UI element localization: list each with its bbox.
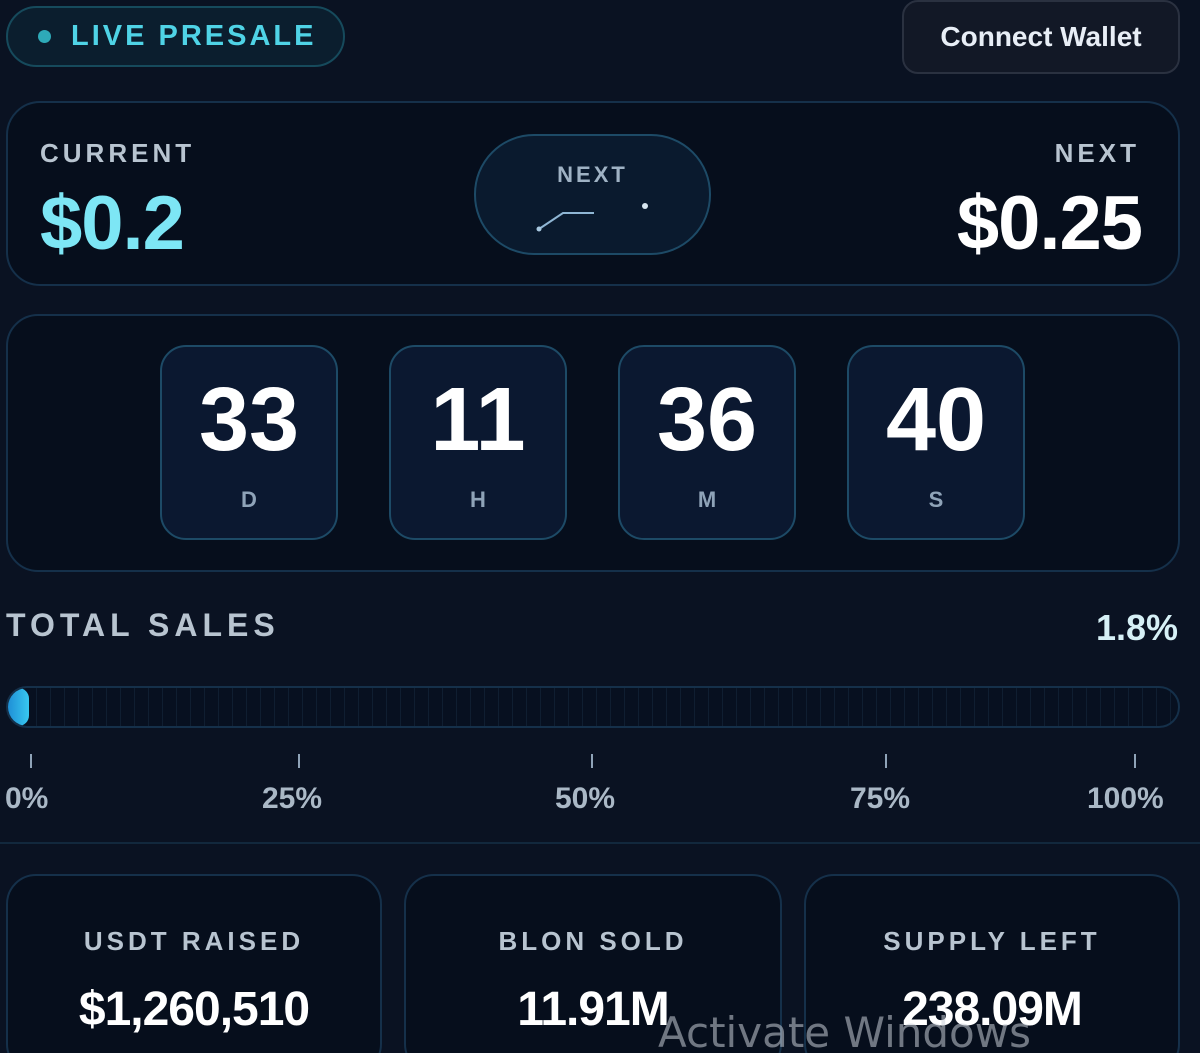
stat-value: $1,260,510 (78, 983, 310, 1036)
countdown-days: 33 D (160, 345, 338, 540)
countdown-hours: 11 H (389, 345, 567, 540)
sales-progress-fill (8, 688, 30, 726)
total-sales-label: TOTAL SALES (6, 607, 280, 643)
stat-value: 11.91M (517, 983, 669, 1036)
section-divider (0, 842, 1200, 844)
progress-tick-label: 100% (1087, 782, 1164, 815)
progress-tick-50 (591, 754, 593, 768)
progress-tick-label: 0% (5, 782, 49, 815)
countdown-seconds-value: 40 (885, 370, 987, 470)
stat-label: SUPPLY LEFT (883, 926, 1101, 956)
progress-tick-25 (298, 754, 300, 768)
countdown-seconds-unit: S (928, 487, 944, 512)
next-price-indicator: NEXT (474, 134, 711, 255)
progress-tick-label: 50% (555, 782, 616, 815)
countdown-minutes-unit: M (697, 487, 717, 512)
connect-wallet-button[interactable]: Connect Wallet (902, 0, 1180, 74)
next-indicator-label: NEXT (557, 162, 628, 187)
stat-card-usdt-raised: USDT RAISED $1,260,510 (6, 874, 382, 1053)
stat-label: BLON SOLD (498, 926, 688, 956)
stat-label: USDT RAISED (83, 926, 305, 956)
live-status-dot-icon (38, 30, 51, 43)
progress-tick-label: 75% (850, 782, 911, 815)
countdown-days-value: 33 (198, 370, 300, 470)
next-price-value: $0.25 (956, 181, 1143, 266)
progress-tick-75 (885, 754, 887, 768)
next-price-label: NEXT (1054, 138, 1140, 168)
stat-card-supply-left: SUPPLY LEFT 238.09M (804, 874, 1180, 1053)
current-price-label: CURRENT (40, 138, 196, 168)
countdown-minutes: 36 M (618, 345, 796, 540)
total-sales-percent: 1.8% (1095, 607, 1178, 648)
stat-value: 238.09M (902, 983, 1083, 1036)
countdown-hours-value: 11 (430, 370, 526, 470)
live-presale-badge: LIVE PRESALE (6, 6, 345, 67)
progress-tick-label: 25% (262, 782, 323, 815)
price-trend-icon (536, 203, 648, 232)
sales-progress-bar (6, 686, 1180, 728)
stat-card-blon-sold: BLON SOLD 11.91M (404, 874, 782, 1053)
countdown-seconds: 40 S (847, 345, 1025, 540)
current-price-value: $0.2 (40, 181, 185, 266)
progress-tick-100 (1134, 754, 1136, 768)
progress-tick-0 (30, 754, 32, 768)
countdown-days-unit: D (241, 487, 257, 512)
countdown-minutes-value: 36 (656, 370, 758, 470)
activate-windows-watermark: Activate Windows (658, 1008, 1031, 1053)
live-presale-label: LIVE PRESALE (71, 20, 317, 52)
countdown-hours-unit: H (470, 487, 486, 512)
